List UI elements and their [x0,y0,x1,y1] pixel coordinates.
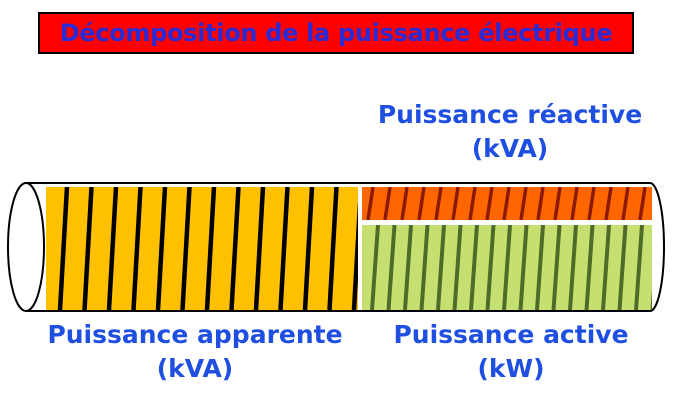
active-stripe [584,225,595,310]
active-stripe [419,225,430,310]
reactive-stripe [553,187,562,220]
reactive-stripe [366,187,375,220]
reactive-stripe [587,187,596,220]
apparent-stripe [180,187,192,310]
active-stripe [650,288,652,310]
apparent-stripe [278,187,290,310]
apparent-stripe [131,187,143,310]
active-stripe [617,225,628,310]
active-stripe [452,225,463,310]
active-stripe [601,225,611,310]
active-stripe [535,225,545,310]
apparent-stripe [204,187,217,310]
active-power-unit: (kW) [477,354,545,383]
apparent-power-name: Puissance apparente [47,320,343,349]
apparent-power-stripes [57,187,358,310]
reactive-power-unit: (kVA) [471,134,549,163]
active-stripe [436,225,446,310]
apparent-stripe [351,200,358,310]
reactive-stripe [604,187,613,220]
apparent-power-unit: (kVA) [156,354,234,383]
active-stripe [551,225,562,310]
reactive-power-name: Puissance réactive [377,100,643,129]
active-power-name: Puissance active [393,320,629,349]
active-stripe [485,225,496,310]
diagram-title: Décomposition de la puissance électrique [59,19,613,47]
reactive-stripe [451,187,460,220]
reactive-stripe [621,187,630,220]
active-stripe [568,225,578,310]
apparent-stripe [106,187,119,310]
apparent-stripe [253,187,266,310]
apparent-stripe [302,187,315,310]
apparent-stripe [155,187,168,310]
reactive-power-label: Puissance réactive (kVA) [360,98,660,166]
reactive-stripe [400,187,409,220]
reactive-power-stripes [366,187,647,220]
tube-body [26,182,665,312]
reactive-stripe [485,187,494,220]
reactive-stripe [536,187,545,220]
active-stripe [370,225,380,310]
reactive-stripe [570,187,579,220]
active-power-stripes [370,225,652,310]
active-power-label: Puissance active (kW) [366,318,656,386]
tube-left-cap [7,182,45,312]
reactive-stripe [417,187,426,220]
reactive-stripe [383,187,392,220]
title-banner: Décomposition de la puissance électrique [38,12,634,54]
reactive-stripe [468,187,477,220]
active-stripe [518,225,529,310]
active-stripe [502,225,512,310]
active-stripe [386,225,397,310]
reactive-stripe [519,187,528,220]
reactive-stripe [434,187,443,220]
reactive-stripe [638,187,647,220]
apparent-stripe [327,187,339,310]
apparent-stripe [57,187,70,310]
active-stripe [403,225,413,310]
apparent-power-label: Puissance apparente (kVA) [30,318,360,386]
apparent-stripe [229,187,241,310]
reactive-stripe [502,187,511,220]
active-stripe [634,225,644,310]
active-stripe [469,225,479,310]
apparent-stripe [82,187,94,310]
